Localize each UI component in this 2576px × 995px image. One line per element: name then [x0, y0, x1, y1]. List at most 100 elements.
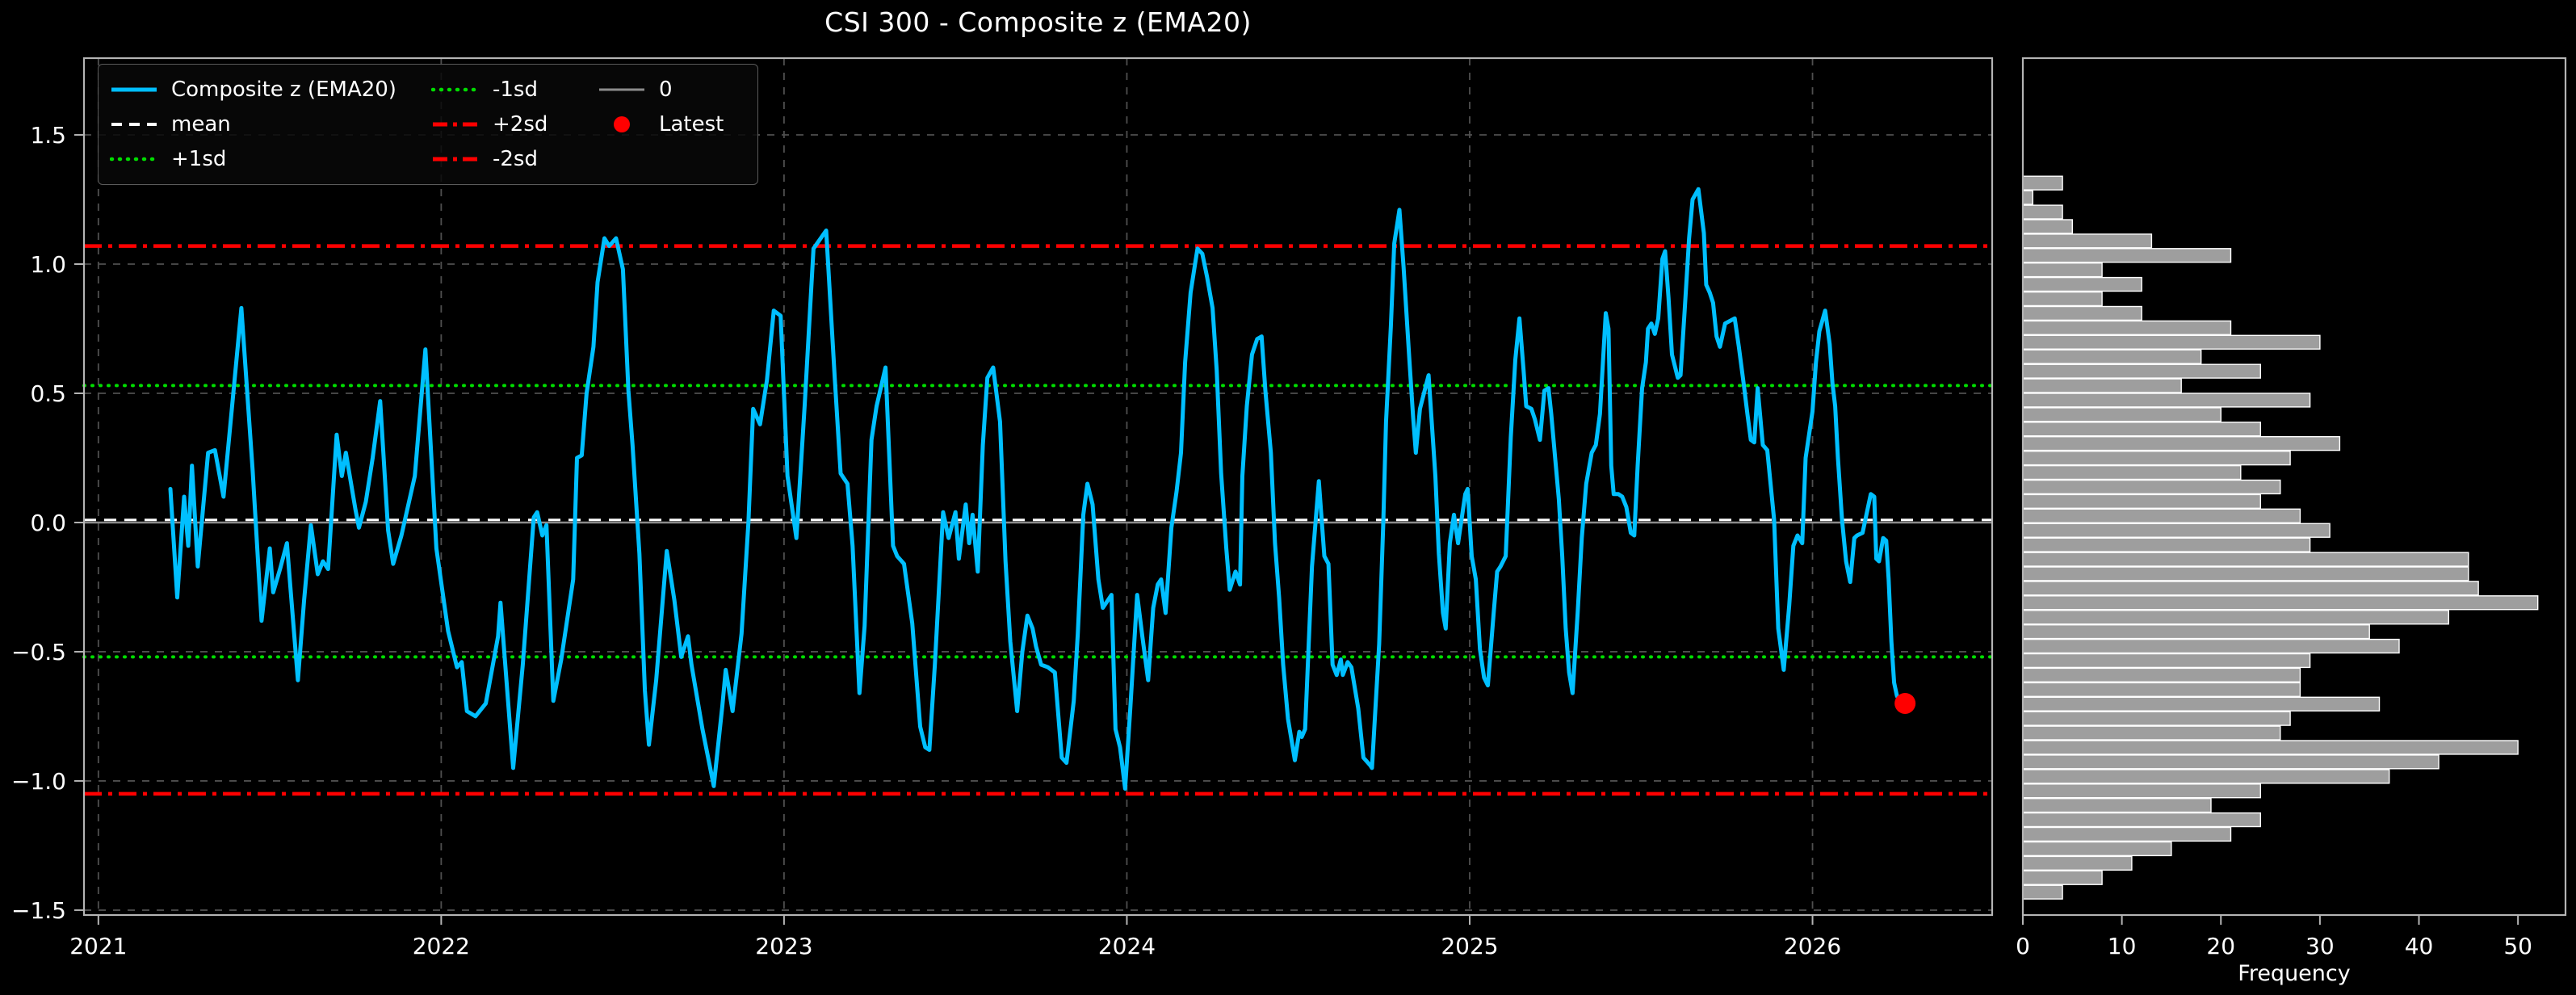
histogram-bar	[2022, 175, 2063, 191]
histogram-bar	[2022, 436, 2341, 451]
histogram-bar	[2022, 595, 2539, 611]
histogram-bar	[2022, 566, 2469, 581]
histogram-bar	[2022, 334, 2321, 350]
y-tick-label: 0.5	[30, 380, 66, 407]
y-tick-label: 1.0	[30, 251, 66, 278]
legend-label: -2sd	[493, 146, 538, 171]
histogram-bar	[2022, 855, 2133, 871]
x-tick-label: 2025	[1441, 933, 1498, 959]
legend-item-plus1sd: +1sd	[110, 141, 431, 176]
histogram-bar	[2022, 248, 2232, 263]
legend-swatch-mean-icon	[110, 119, 158, 130]
legend-label: +2sd	[493, 111, 548, 136]
hist-x-tick-label: 50	[2503, 933, 2532, 959]
y-tick-label: 1.5	[30, 122, 66, 149]
x-tick-label: 2023	[755, 933, 812, 959]
histogram-bar	[2022, 305, 2142, 321]
histogram-bar	[2022, 667, 2301, 683]
legend-label: mean	[171, 111, 231, 136]
histogram-bar	[2022, 464, 2242, 481]
histogram-bar	[2022, 638, 2400, 654]
histogram-bar	[2022, 884, 2063, 900]
histogram-bar	[2022, 422, 2261, 437]
y-tick-label: 0.0	[30, 510, 66, 536]
histogram-bar	[2022, 407, 2222, 422]
y-tick-label: −1.0	[11, 768, 66, 795]
y-tick-label: −1.5	[11, 897, 66, 924]
histogram-bar	[2022, 581, 2479, 596]
histogram-bar	[2022, 696, 2381, 712]
histogram-bar	[2022, 320, 2232, 335]
histogram-bar	[2022, 276, 2142, 292]
histogram-bar	[2022, 841, 2172, 857]
legend-item-zero: 0	[598, 73, 748, 107]
histogram-bar	[2022, 451, 2291, 466]
legend-item-plus2sd: +2sd	[431, 107, 598, 142]
histogram-bar	[2022, 349, 2202, 364]
histogram-bar	[2022, 653, 2311, 669]
histogram-bar	[2022, 378, 2182, 393]
composite-z-line	[168, 187, 1907, 791]
legend-swatch-zero-icon	[598, 84, 646, 95]
hist-xaxis-label: Frequency	[2238, 961, 2351, 986]
histogram-bar	[2022, 508, 2301, 523]
histogram-bar	[2022, 754, 2440, 770]
legend-swatch-plus2sd-icon	[431, 119, 480, 130]
x-tick-label: 2021	[69, 933, 127, 959]
histogram-bar	[2022, 291, 2103, 307]
legend-item-latest: Latest	[598, 107, 748, 142]
legend-label: Latest	[659, 111, 724, 136]
legend: Composite z (EMA20) mean +1sd -1sd +2sd …	[98, 64, 758, 185]
histogram-bar	[2022, 262, 2103, 278]
histogram-bar	[2022, 363, 2261, 379]
legend-swatch-minus2sd-icon	[431, 153, 480, 165]
x-tick-label: 2024	[1098, 933, 1156, 959]
legend-label: 0	[659, 78, 673, 103]
histogram-bar	[2022, 870, 2103, 885]
histogram-bar	[2022, 740, 2519, 755]
histogram-bar	[2022, 826, 2232, 842]
legend-label: +1sd	[171, 146, 227, 171]
hist-x-tick-label: 40	[2405, 933, 2434, 959]
hist-x-tick-label: 0	[2016, 933, 2030, 959]
y-tick-label: −0.5	[11, 639, 66, 665]
histogram-bar	[2022, 725, 2281, 741]
histogram-bar	[2022, 783, 2261, 799]
histogram-bar	[2022, 393, 2311, 408]
legend-swatch-plus1sd-icon	[110, 153, 158, 165]
legend-item-minus2sd: -2sd	[431, 141, 598, 176]
hist-x-tick-label: 10	[2108, 933, 2137, 959]
page-title: CSI 300 - Composite z (EMA20)	[824, 6, 1252, 38]
legend-label: -1sd	[493, 78, 538, 103]
histogram-bar	[2022, 204, 2063, 220]
x-tick-label: 2022	[413, 933, 470, 959]
histogram-bar	[2022, 552, 2469, 567]
histogram-bar	[2022, 610, 2449, 625]
legend-label: Composite z (EMA20)	[171, 78, 396, 103]
hist-x-tick-label: 30	[2305, 933, 2335, 959]
histogram-bar	[2022, 798, 2212, 813]
hist-x-tick-label: 20	[2206, 933, 2235, 959]
legend-swatch-line-icon	[110, 84, 158, 95]
hist-axes-frame	[2021, 57, 2567, 917]
histogram-bar	[2022, 682, 2301, 698]
latest-point	[1894, 692, 1916, 714]
histogram-bar	[2022, 233, 2153, 249]
main-axes-frame	[82, 57, 1994, 917]
histogram-bar	[2022, 493, 2261, 510]
histogram-bar	[2022, 219, 2073, 234]
legend-item-minus1sd: -1sd	[431, 73, 598, 107]
histogram-bar	[2022, 812, 2261, 828]
histogram-bar	[2022, 523, 2331, 538]
histogram-bar	[2022, 624, 2370, 640]
legend-swatch-minus1sd-icon	[431, 84, 480, 95]
legend-item-mean: mean	[110, 107, 431, 142]
histogram-bar	[2022, 190, 2034, 205]
histogram-bar	[2022, 479, 2281, 495]
legend-swatch-latest-icon	[598, 115, 646, 132]
histogram-bar	[2022, 537, 2311, 552]
legend-item-composite-z: Composite z (EMA20)	[110, 73, 431, 107]
x-tick-label: 2026	[1784, 933, 1841, 959]
